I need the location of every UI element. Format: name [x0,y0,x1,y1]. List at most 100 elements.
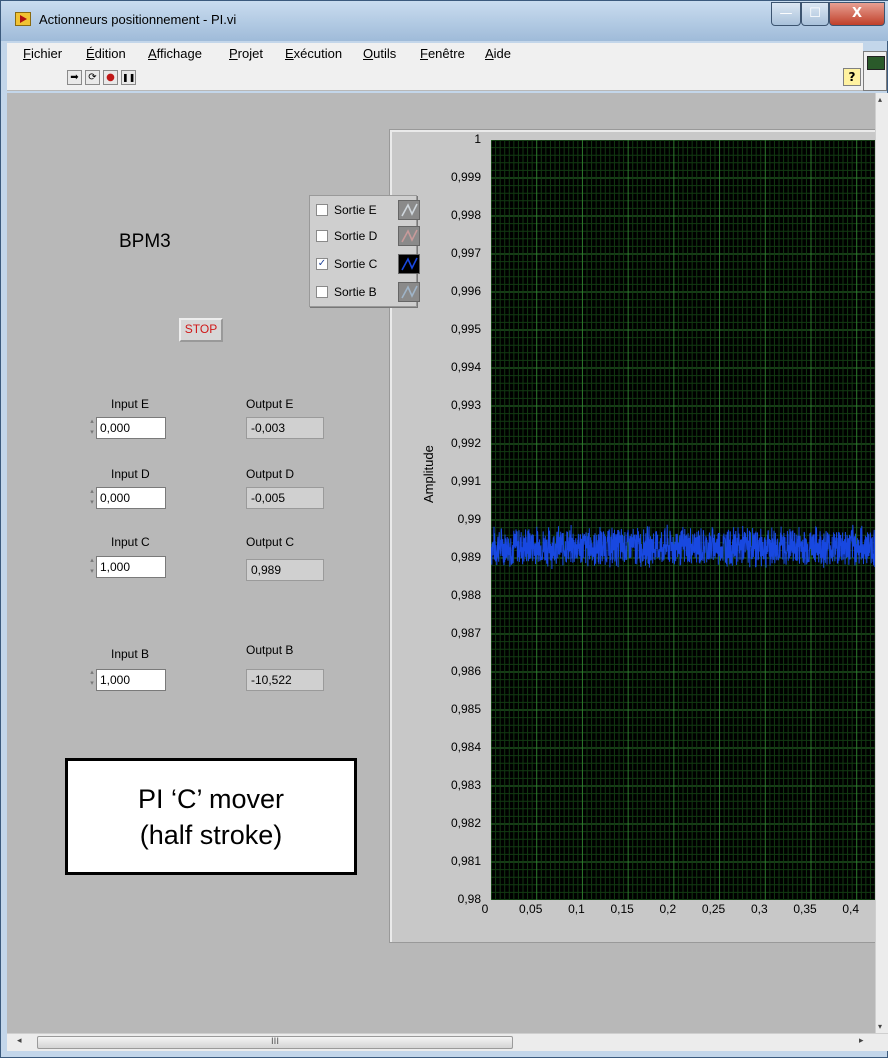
decrement-icon[interactable]: ▾ [90,498,94,506]
menu-aide[interactable]: Aide [485,46,512,61]
y-tick-label: 0,994 [450,360,481,374]
y-tick-label: 0,986 [450,664,481,678]
menu-edition[interactable]: Édition [86,46,126,61]
legend-label: Sortie D [334,229,378,243]
y-tick-label: 0,98 [457,892,481,906]
minimize-button[interactable]: — [771,2,801,26]
scroll-thumb[interactable]: III [37,1036,513,1049]
y-tick-label: 0,984 [450,740,481,754]
legend-item-sortie-c[interactable]: ✓ Sortie C [316,254,420,276]
y-tick-label: 0,993 [450,398,481,412]
input-e-label: Input E [111,397,150,411]
input-c-label: Input C [111,535,150,549]
legend-checkbox[interactable] [316,204,328,216]
y-tick-label: 0,995 [450,322,481,336]
close-button[interactable]: X [829,2,885,26]
y-tick-label: 0,989 [450,550,481,564]
run-button[interactable]: ➡ [67,70,82,85]
scroll-right-icon[interactable]: ▸ [859,1036,864,1046]
scroll-up-icon[interactable]: ▴ [878,95,883,104]
decrement-icon[interactable]: ▾ [90,567,94,575]
y-tick-label: 0,996 [450,284,481,298]
output-d-label: Output D [246,467,295,481]
pause-button[interactable]: ❚❚ [121,70,136,85]
x-tick-label: 0,4 [842,902,860,916]
scroll-down-icon[interactable]: ▾ [878,1022,883,1031]
input-c-field[interactable]: 1,000 [96,556,166,578]
decrement-icon[interactable]: ▾ [90,428,94,436]
vi-icon[interactable] [863,51,887,91]
y-tick-label: 0,987 [450,626,481,640]
legend-item-sortie-b[interactable]: Sortie B [316,282,420,304]
increment-icon[interactable]: ▴ [90,487,94,495]
input-b-label: Input B [111,647,150,661]
legend-checkbox[interactable]: ✓ [316,258,328,270]
x-tick-label: 0,1 [568,902,585,916]
legend-swatch-icon[interactable] [398,254,420,274]
input-d-label: Input D [111,467,150,481]
x-tick-label: 0,25 [701,902,726,916]
menu-outils[interactable]: Outils [363,46,397,61]
legend-swatch-icon[interactable] [398,226,420,246]
front-panel: BPM3 STOP Input E ▴ ▾ 0,000 Output E -0,0… [7,93,875,1033]
x-tick-label: 0,3 [750,902,768,916]
menu-projet[interactable]: Projet [229,46,263,61]
y-tick-label: 0,982 [450,816,481,830]
y-tick-label: 0,99 [457,512,481,526]
context-help-button[interactable]: ? [843,68,861,86]
run-continuously-button[interactable]: ⟳ [85,70,100,85]
window-title: Actionneurs positionnement - PI.vi [39,12,237,27]
output-b-label: Output B [246,643,294,657]
input-b-field[interactable]: 1,000 [96,669,166,691]
pause-icon: ❚❚ [122,73,136,82]
legend-label: Sortie C [334,257,378,271]
x-tick-label: 0 [481,902,489,916]
output-b-value: -10,522 [246,669,324,691]
input-e-field[interactable]: 0,000 [96,417,166,439]
input-d-spinner[interactable]: ▴ ▾ [88,486,96,510]
y-tick-label: 0,981 [450,854,481,868]
scroll-left-icon[interactable]: ◂ [17,1036,22,1046]
maximize-button[interactable]: ☐ [801,2,829,26]
decrement-icon[interactable]: ▾ [90,679,94,687]
menu-execution[interactable]: Exécution [285,46,343,61]
x-tick-label: 0,15 [610,902,634,916]
input-b-spinner[interactable]: ▴ ▾ [88,667,96,691]
scroll-grip-icon: III [271,1037,279,1047]
y-tick-label: 0,991 [450,474,481,488]
legend-label: Sortie B [334,285,377,299]
menu-fichier[interactable]: Fichier [23,46,63,61]
legend-item-sortie-d[interactable]: Sortie D [316,226,420,248]
input-c-spinner[interactable]: ▴ ▾ [88,555,96,579]
waveform-plot-area[interactable] [491,140,875,900]
increment-icon[interactable]: ▴ [90,556,94,564]
plot-legend: Sortie E Sortie D ✓ Sortie C Sortie B [309,195,420,307]
legend-item-sortie-e[interactable]: Sortie E [316,200,420,222]
y-tick-label: 0,988 [450,588,481,602]
legend-swatch-icon[interactable] [398,200,420,220]
title-bar[interactable]: Actionneurs positionnement - PI.vi — ☐ X [1,1,888,41]
y-tick-label: 0,983 [450,778,481,792]
y-tick-label: 0,992 [450,436,481,450]
increment-icon[interactable]: ▴ [90,668,94,676]
toolbar: ➡ ⟳ ● ❚❚ ? [7,65,863,91]
legend-checkbox[interactable] [316,230,328,242]
menu-fenetre[interactable]: Fenêtre [420,46,465,61]
abort-icon: ● [106,72,115,83]
vertical-scrollbar[interactable]: ▴ ▾ [875,93,888,1033]
maximize-icon: ☐ [809,6,821,21]
menu-affichage[interactable]: Affichage [148,46,202,61]
legend-checkbox[interactable] [316,286,328,298]
annotation-box: PI ‘C’ mover (half stroke) [65,758,357,875]
legend-swatch-icon[interactable] [398,282,420,302]
y-tick-label: 0,999 [450,170,481,184]
minimize-icon: — [779,6,793,21]
run-arrow-icon: ➡ [70,72,79,83]
legend-label: Sortie E [334,203,377,217]
stop-button[interactable]: STOP [179,318,223,342]
increment-icon[interactable]: ▴ [90,417,94,425]
horizontal-scrollbar[interactable]: ◂ III ▸ [7,1033,888,1051]
input-e-spinner[interactable]: ▴ ▾ [88,416,96,440]
input-d-field[interactable]: 0,000 [96,487,166,509]
abort-button[interactable]: ● [103,70,118,85]
